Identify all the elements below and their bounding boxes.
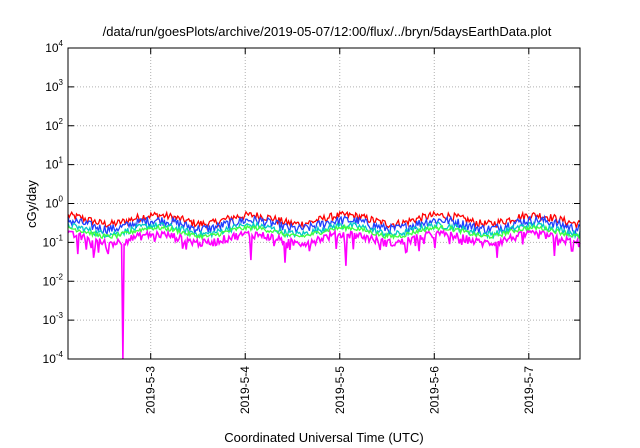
series-group [67, 210, 581, 360]
chart-title: /data/run/goesPlots/archive/2019-05-07/1… [103, 24, 552, 39]
y-tick-label: 101 [45, 156, 63, 172]
x-tick-label: 2019-5-5 [333, 366, 347, 414]
grid-lines [68, 48, 580, 359]
x-tick-label: 2019-5-7 [522, 366, 536, 414]
y-axis-label: cGy/day [24, 180, 39, 228]
x-tick-label: 2019-5-4 [238, 366, 252, 414]
x-tick-label: 2019-5-3 [144, 366, 158, 414]
y-tick-label: 10-1 [43, 233, 64, 249]
series-line [67, 228, 581, 360]
y-tick-label: 10-4 [43, 350, 64, 366]
y-tick-label: 104 [45, 39, 63, 55]
y-tick-label: 103 [45, 78, 63, 94]
x-tick-label: 2019-5-6 [427, 366, 441, 414]
y-tick-label: 102 [45, 117, 63, 133]
y-tick-label: 10-2 [43, 272, 64, 288]
y-axis: 10-4 10-3 10-2 10-1 100 101 102 103 104 [43, 39, 580, 366]
x-axis: 2019-5-3 2019-5-4 2019-5-5 2019-5-6 2019-5-7 [144, 48, 536, 414]
y-tick-label: 10-3 [43, 311, 64, 327]
x-axis-label: Coordinated Universal Time (UTC) [224, 430, 423, 445]
y-tick-label: 100 [45, 195, 63, 211]
series-line [67, 223, 581, 241]
series-line [67, 210, 581, 231]
